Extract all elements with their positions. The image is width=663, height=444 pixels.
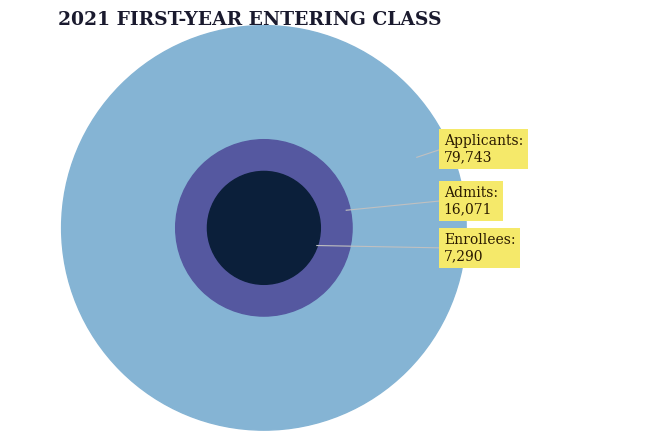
Ellipse shape [176,140,352,316]
Ellipse shape [208,171,320,284]
Ellipse shape [62,26,466,430]
Text: Applicants:
79,743: Applicants: 79,743 [444,134,523,164]
Text: Admits:
16,071: Admits: 16,071 [444,186,498,216]
Text: 2021 FIRST-YEAR ENTERING CLASS: 2021 FIRST-YEAR ENTERING CLASS [58,11,442,29]
Text: Enrollees:
7,290: Enrollees: 7,290 [444,233,515,263]
